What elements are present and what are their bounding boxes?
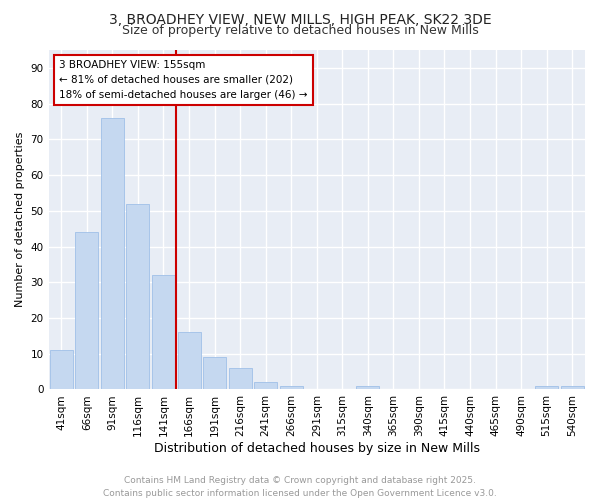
Bar — [101, 118, 124, 390]
Text: Contains HM Land Registry data © Crown copyright and database right 2025.
Contai: Contains HM Land Registry data © Crown c… — [103, 476, 497, 498]
Bar — [535, 386, 558, 390]
Bar — [254, 382, 277, 390]
Bar — [356, 386, 379, 390]
Text: Size of property relative to detached houses in New Mills: Size of property relative to detached ho… — [122, 24, 478, 37]
Bar — [229, 368, 251, 390]
Y-axis label: Number of detached properties: Number of detached properties — [15, 132, 25, 308]
X-axis label: Distribution of detached houses by size in New Mills: Distribution of detached houses by size … — [154, 442, 480, 455]
Bar — [561, 386, 584, 390]
Text: 3, BROADHEY VIEW, NEW MILLS, HIGH PEAK, SK22 3DE: 3, BROADHEY VIEW, NEW MILLS, HIGH PEAK, … — [109, 12, 491, 26]
Text: 3 BROADHEY VIEW: 155sqm
← 81% of detached houses are smaller (202)
18% of semi-d: 3 BROADHEY VIEW: 155sqm ← 81% of detache… — [59, 60, 308, 100]
Bar — [178, 332, 200, 390]
Bar — [280, 386, 303, 390]
Bar — [203, 358, 226, 390]
Bar — [50, 350, 73, 390]
Bar — [127, 204, 149, 390]
Bar — [152, 275, 175, 390]
Bar — [76, 232, 98, 390]
